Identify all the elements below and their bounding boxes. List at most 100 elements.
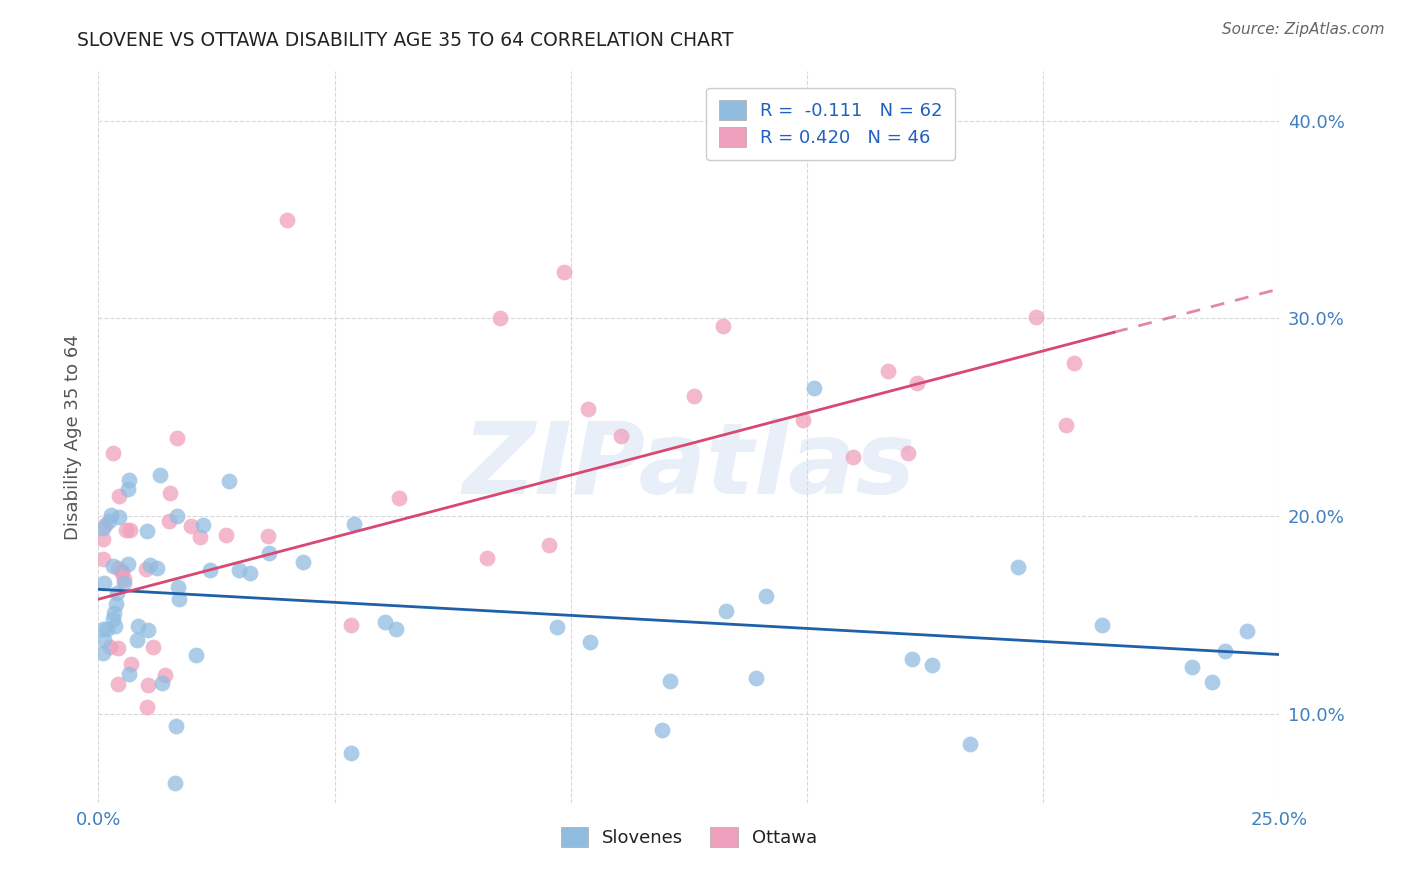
Point [136,678,159,692]
Text: SLOVENE VS OTTAWA DISABILITY AGE 35 TO 64 CORRELATION CHART: SLOVENE VS OTTAWA DISABILITY AGE 35 TO 6… [77,31,734,50]
Point [150,675,173,690]
Text: Source: ZipAtlas.com: Source: ZipAtlas.com [1222,22,1385,37]
Point [186,648,208,663]
Point [215,527,238,541]
Point [120,657,142,671]
Point [475,551,498,566]
Point [100,508,122,522]
Point [104,619,127,633]
Point [118,667,141,681]
Point [135,524,157,538]
Point [388,491,411,505]
Point [842,450,865,465]
Point [117,482,139,496]
Point [340,746,363,760]
Point [745,672,768,686]
Point [136,700,159,714]
Point [101,612,124,626]
Point [108,489,131,503]
Point [1054,418,1077,433]
Point [803,381,825,395]
Point [163,776,186,790]
Point [651,723,673,738]
Point [159,486,181,500]
Point [91,532,114,546]
Point [103,606,125,620]
Point [105,586,128,600]
Point [1063,356,1085,370]
Point [537,538,560,552]
Point [1007,560,1029,574]
Point [218,474,240,488]
Point [91,623,114,637]
Point [553,265,575,279]
Point [180,518,202,533]
Point [900,652,922,666]
Point [157,515,180,529]
Point [127,619,149,633]
Point [112,572,135,586]
Point [93,575,115,590]
Point [104,597,127,611]
Point [291,555,314,569]
Point [546,620,568,634]
Point [93,633,115,648]
Point [167,592,190,607]
Point [921,657,943,672]
Point [114,523,136,537]
Point [1180,660,1202,674]
Point [165,719,187,733]
Point [1091,618,1114,632]
Point [118,473,141,487]
Point [142,640,165,654]
Point [91,521,114,535]
Point [876,364,898,378]
Point [136,623,159,637]
Point [343,516,366,531]
Point [714,604,737,618]
Point [239,566,262,580]
Point [98,514,121,528]
Point [228,563,250,577]
Point [107,640,129,655]
Point [200,563,222,577]
Point [167,580,190,594]
Point [578,635,600,649]
Point [153,667,176,681]
Point [188,530,211,544]
Point [94,518,117,533]
Point [91,646,114,660]
Point [374,615,396,629]
Point [110,564,132,578]
Point [576,401,599,416]
Point [897,446,920,460]
Point [385,622,408,636]
Point [191,518,214,533]
Point [139,558,162,572]
Point [1213,644,1236,658]
Point [166,431,188,445]
Point [98,640,121,655]
Point [610,429,633,443]
Point [1201,675,1223,690]
Point [1236,624,1258,638]
Y-axis label: Disability Age 35 to 64: Disability Age 35 to 64 [63,334,82,540]
Point [959,737,981,751]
Point [1025,310,1047,324]
Text: ZIPatlas: ZIPatlas [463,417,915,515]
Point [149,468,172,483]
Point [340,618,363,632]
Point [107,676,129,690]
Point [112,576,135,591]
Point [96,622,118,636]
Point [111,566,134,581]
Point [145,561,167,575]
Point [91,551,114,566]
Point [117,557,139,571]
Point [120,523,142,537]
Point [101,446,124,460]
Point [107,510,129,524]
Point [101,558,124,573]
Point [166,509,188,524]
Point [683,389,706,403]
